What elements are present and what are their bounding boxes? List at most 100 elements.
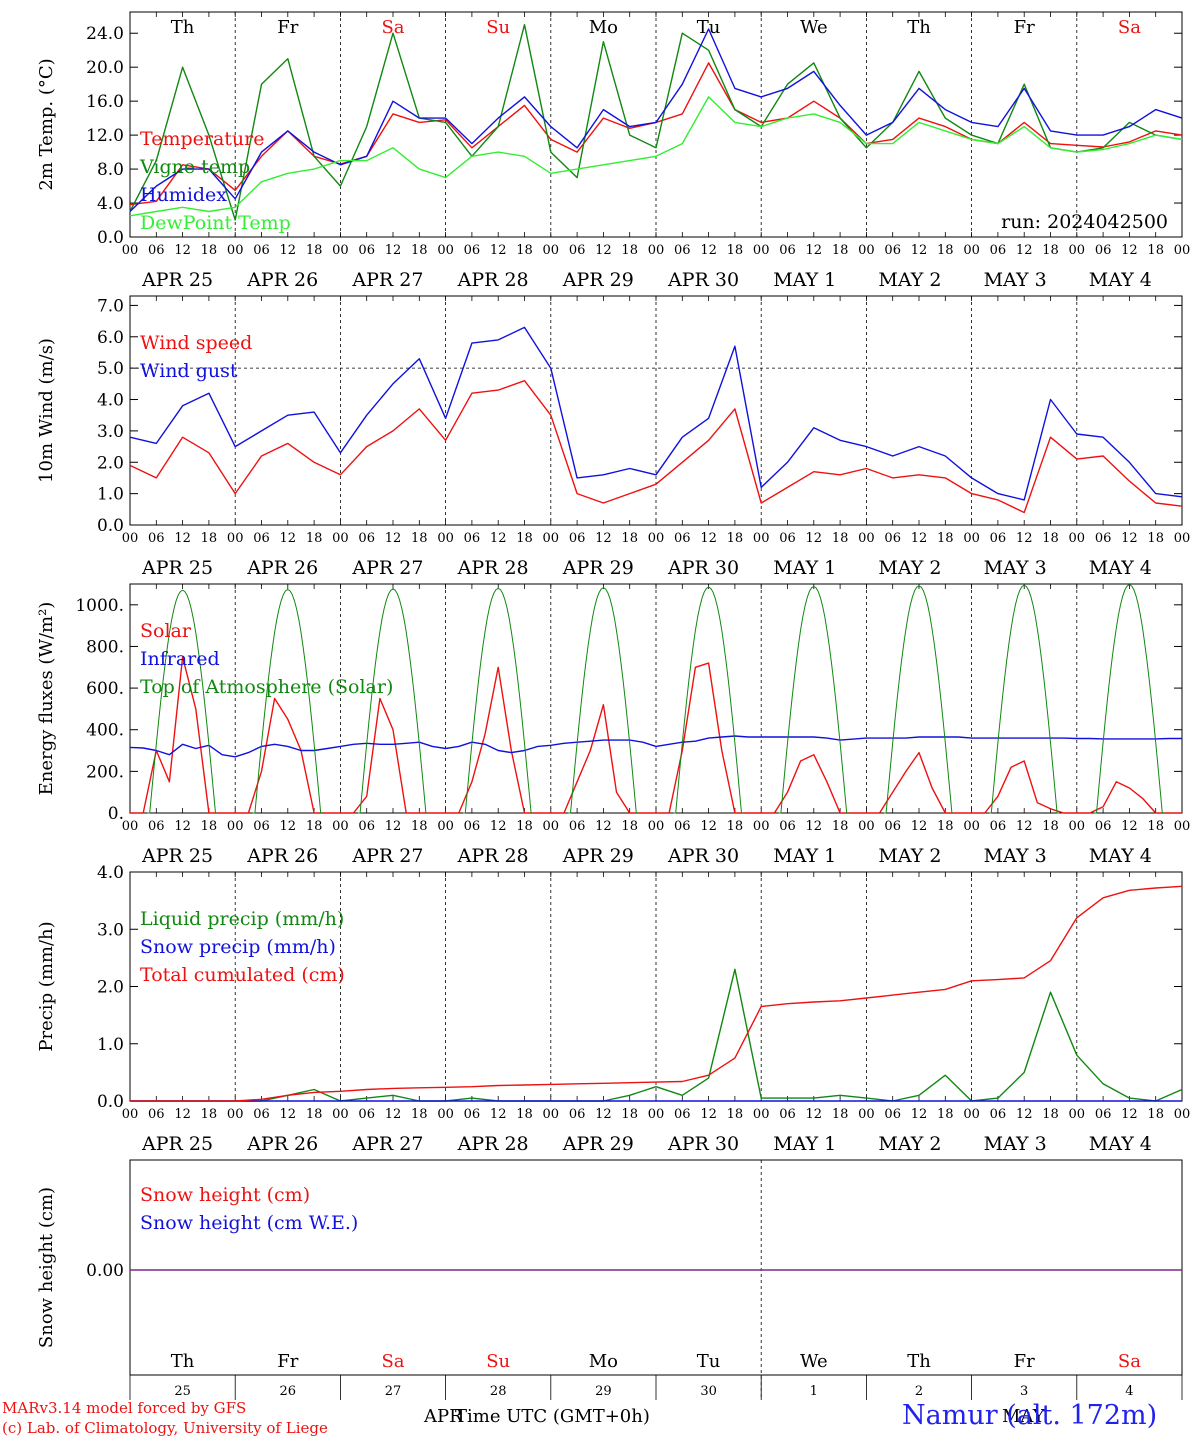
x-hour-label: 00 — [963, 819, 980, 834]
legend-snow-height-cm-w-e-: Snow height (cm W.E.) — [140, 1212, 358, 1234]
run-label: run: 2024042500 — [1001, 211, 1168, 233]
legend-temperature: Temperature — [140, 128, 264, 150]
x-hour-label: 12 — [700, 243, 717, 258]
x-hour-label: 00 — [963, 243, 980, 258]
series-humidex-line — [129, 28, 1183, 213]
day-number-label: 3 — [1020, 1384, 1028, 1399]
panel-0-y-tick-label: 8.0 — [97, 160, 124, 180]
x-hour-label: 06 — [358, 1107, 375, 1122]
panel-2-y-tick-label: 200. — [86, 762, 124, 782]
x-hour-label: 06 — [1095, 531, 1112, 546]
credit-line-1: MARv3.14 model forced by GFS — [2, 1399, 247, 1417]
panel-1-y-tick-label: 1.0 — [97, 485, 124, 505]
panel-0-y-tick-label: 4.0 — [97, 194, 124, 214]
station-label: Namur (alt. 172m) — [902, 1400, 1158, 1431]
x-date-label: APR 30 — [667, 845, 739, 867]
x-date-label: MAY 1 — [773, 269, 836, 291]
x-hour-label: 18 — [516, 1107, 533, 1122]
x-hour-label: 12 — [1016, 819, 1033, 834]
x-hour-label: 18 — [411, 1107, 428, 1122]
x-hour-label: 12 — [1121, 1107, 1138, 1122]
panel-2-y-tick-label: 400. — [86, 721, 124, 741]
panel-0-y-tick-label: 16.0 — [86, 92, 124, 112]
x-hour-label: 00 — [332, 1107, 349, 1122]
panel-0-y-tick-label: 20.0 — [86, 58, 124, 78]
x-hour-label: 00 — [1069, 1107, 1086, 1122]
x-date-label: APR 26 — [246, 269, 318, 291]
x-hour-label: 06 — [253, 531, 270, 546]
x-hour-label: 18 — [621, 819, 638, 834]
x-hour-label: 06 — [358, 819, 375, 834]
x-hour-label: 00 — [332, 531, 349, 546]
x-date-label: APR 28 — [457, 1133, 529, 1155]
x-date-label: APR 28 — [457, 845, 529, 867]
day-number-label: 25 — [174, 1384, 191, 1399]
x-date-label: APR 28 — [457, 269, 529, 291]
x-hour-label: 18 — [1042, 243, 1059, 258]
x-hour-label: 18 — [516, 531, 533, 546]
x-hour-label: 12 — [490, 531, 507, 546]
series-top-of-atmosphere-line — [252, 589, 323, 814]
x-date-label: MAY 3 — [984, 1133, 1047, 1155]
panel-1-y-tick-label: 2.0 — [97, 453, 124, 473]
series-top-of-atmosphere-line — [989, 584, 1060, 814]
panel-1-y-tick-label: 0.0 — [97, 516, 124, 536]
x-hour-label: 00 — [543, 531, 560, 546]
x-hour-label: 06 — [464, 1107, 481, 1122]
x-hour-label: 00 — [1174, 531, 1191, 546]
x-hour-label: 12 — [174, 819, 191, 834]
x-hour-label: 12 — [490, 1107, 507, 1122]
x-hour-label: 12 — [806, 243, 823, 258]
x-hour-label: 00 — [122, 243, 139, 258]
legend-snow-precip-mm-h-: Snow precip (mm/h) — [140, 936, 336, 958]
panel-0-y-tick-label: 12.0 — [86, 126, 124, 146]
day-name-label: Fr — [277, 17, 298, 38]
panel-1-y-axis-title: 10m Wind (m/s) — [36, 338, 57, 483]
day-name-label: Fr — [1014, 17, 1035, 38]
legend-infrared: Infrared — [140, 648, 220, 670]
x-hour-label: 12 — [806, 819, 823, 834]
legend-solar: Solar — [140, 620, 192, 642]
x-hour-label: 18 — [411, 531, 428, 546]
x-hour-label: 00 — [122, 819, 139, 834]
x-hour-label: 06 — [358, 531, 375, 546]
day-number-label: 27 — [385, 1384, 402, 1399]
x-hour-label: 12 — [1016, 531, 1033, 546]
x-hour-label: 12 — [385, 531, 402, 546]
x-hour-label: 12 — [280, 243, 297, 258]
x-hour-label: 06 — [779, 531, 796, 546]
series-dewpoint-temp-line — [129, 96, 1183, 217]
x-hour-label: 06 — [253, 243, 270, 258]
x-hour-label: 00 — [648, 1107, 665, 1122]
x-hour-label: 18 — [937, 819, 954, 834]
day-number-label: 30 — [700, 1384, 717, 1399]
day-name-label: Sa — [381, 17, 404, 38]
day-name-label: Su — [486, 1351, 510, 1372]
x-hour-label: 18 — [937, 1107, 954, 1122]
month-label-right: MAY — [1002, 1406, 1045, 1427]
x-hour-label: 06 — [990, 531, 1007, 546]
x-hour-label: 12 — [1016, 1107, 1033, 1122]
x-hour-label: 18 — [306, 243, 323, 258]
panel-3-y-tick-label: 4.0 — [97, 863, 124, 883]
x-date-label: APR 30 — [667, 269, 739, 291]
x-hour-label: 18 — [832, 531, 849, 546]
x-hour-label: 18 — [832, 819, 849, 834]
x-hour-label: 06 — [990, 1107, 1007, 1122]
day-name-label: Su — [486, 17, 510, 38]
x-date-label: MAY 2 — [878, 1133, 941, 1155]
month-label-left: APR — [424, 1406, 463, 1427]
x-hour-label: 06 — [1095, 243, 1112, 258]
day-name-label: Th — [171, 1351, 195, 1372]
x-date-label: APR 28 — [457, 557, 529, 579]
x-hour-label: 12 — [595, 1107, 612, 1122]
x-hour-label: 00 — [437, 531, 454, 546]
x-hour-label: 12 — [385, 243, 402, 258]
x-date-label: APR 30 — [667, 557, 739, 579]
x-hour-label: 06 — [884, 819, 901, 834]
x-hour-label: 06 — [148, 819, 165, 834]
series-top-of-atmosphere-line — [778, 586, 849, 814]
x-hour-label: 18 — [937, 243, 954, 258]
day-name-label: Th — [907, 17, 931, 38]
day-name-label: Mo — [589, 1351, 618, 1372]
